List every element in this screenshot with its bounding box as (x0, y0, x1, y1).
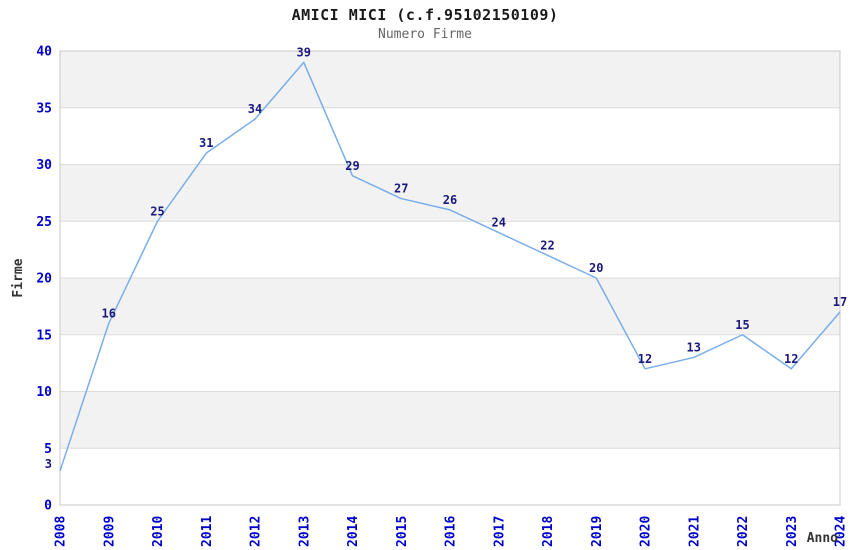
data-label: 12 (784, 352, 798, 366)
x-tick-label: 2022 (736, 516, 751, 547)
x-tick-label: 2014 (346, 516, 361, 547)
x-tick-label: 2013 (297, 516, 312, 547)
data-line (59, 61, 841, 472)
chart-subtitle: Numero Firme (378, 27, 472, 42)
y-tick-label: 15 (36, 328, 52, 343)
y-tick-label: 25 (36, 215, 52, 230)
y-axis-title: Firme (11, 258, 26, 297)
data-label: 25 (150, 204, 164, 218)
data-label: 26 (443, 193, 457, 207)
x-tick-label: 2019 (590, 516, 605, 547)
x-tick-label: 2023 (785, 516, 800, 547)
data-label: 13 (687, 340, 701, 354)
y-tick-label: 0 (44, 499, 52, 514)
x-axis-title: Anno (807, 531, 838, 546)
y-tick-label: 20 (36, 272, 52, 287)
data-label: 27 (394, 182, 408, 196)
data-label: 12 (638, 352, 652, 366)
data-label: 22 (540, 238, 554, 252)
x-tick-label: 2012 (249, 516, 264, 547)
data-label: 16 (102, 306, 116, 320)
plot-band (60, 51, 840, 108)
y-tick-label: 35 (36, 101, 52, 116)
plot-band (60, 278, 840, 335)
x-tick-label: 2020 (639, 516, 654, 547)
plot-band (60, 164, 840, 222)
data-label: 17 (833, 295, 847, 309)
y-tick-label: 30 (36, 158, 52, 173)
x-tick-label: 2017 (492, 516, 507, 547)
x-tick-label: 2016 (444, 516, 459, 547)
plot-band (60, 391, 840, 449)
plot-border (59, 50, 841, 506)
x-tick-label: 2011 (200, 516, 215, 547)
y-tick-label: 40 (36, 45, 52, 60)
x-tick-label: 2024 (834, 516, 849, 547)
x-tick-label: 2010 (151, 516, 166, 547)
data-label: 20 (589, 261, 603, 275)
data-label: 3 (45, 457, 52, 471)
data-label: 34 (248, 102, 262, 116)
x-tick-label: 2009 (102, 516, 117, 547)
data-label: 39 (297, 45, 311, 59)
chart-title: AMICI MICI (c.f.95102150109) (291, 6, 559, 24)
x-tick-label: 2008 (54, 516, 69, 547)
y-tick-label: 5 (44, 442, 52, 457)
y-tick-label: 10 (36, 385, 52, 400)
data-label: 31 (199, 136, 213, 150)
data-label: 29 (345, 159, 359, 173)
data-label: 15 (735, 318, 749, 332)
x-tick-label: 2015 (395, 516, 410, 547)
data-label: 24 (492, 216, 506, 230)
x-tick-label: 2018 (541, 516, 556, 547)
x-tick-label: 2021 (687, 516, 702, 547)
